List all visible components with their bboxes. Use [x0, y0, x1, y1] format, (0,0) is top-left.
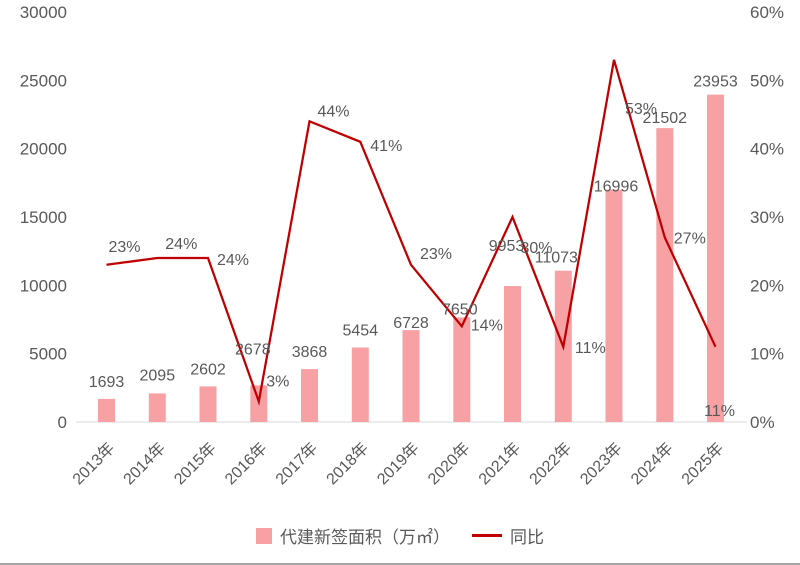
- line-value-labels: 23% 24% 24% 3% 44% 41% 23% 14% 30% 11% 53% 27% 11%: [108, 101, 734, 420]
- x-axis-category-label: 2017年: [272, 439, 321, 488]
- bar-value-label: 1693: [89, 374, 125, 391]
- y-axis-right: 0% 10% 20% 30% 40% 50% 60%: [750, 3, 784, 432]
- bar-value-label: 23953: [693, 74, 738, 91]
- y-right-tick-label: 60%: [750, 3, 784, 22]
- y-right-tick-label: 10%: [750, 345, 784, 364]
- x-axis-category-label: 2014年: [120, 439, 169, 488]
- line-value-label: 44%: [317, 103, 349, 120]
- line-series: [106, 59, 717, 406]
- bar: [98, 398, 115, 422]
- bar-value-label: 3868: [292, 344, 328, 361]
- y-right-tick-label: 0%: [750, 413, 775, 432]
- x-axis-category-label: 2021年: [475, 439, 524, 488]
- bar-value-labels: 1693 2095 2602 2678 3868 5454 6728 7650 9953 1107…: [89, 74, 738, 391]
- x-axis-category-label: 2013年: [69, 439, 118, 488]
- y-left-tick-label: 0: [58, 413, 67, 432]
- bar: [199, 386, 217, 422]
- y-right-tick-label: 30%: [750, 208, 784, 227]
- line-value-label: 3%: [266, 374, 289, 391]
- y-left-tick-label: 10000: [20, 276, 67, 295]
- x-axis-category-label: 2018年: [323, 439, 372, 488]
- bar-value-label: 5454: [343, 323, 379, 340]
- line-value-label: 23%: [108, 239, 140, 256]
- bar-value-label: 9953: [489, 238, 525, 255]
- bar-value-label: 21502: [643, 110, 688, 127]
- x-axis-category-label: 2020年: [424, 439, 473, 488]
- y-axis-left: 0 5000 10000 15000 20000 25000 30000: [20, 3, 67, 432]
- line-path: [106, 59, 717, 406]
- bar-value-label: 2678: [235, 341, 271, 358]
- x-axis-labels: 2013年 2014年 2015年 2016年 2017年 2018年 2019年 2020年…: [69, 439, 727, 488]
- line-value-label: 27%: [674, 231, 706, 248]
- bar-value-label: 16996: [594, 179, 639, 196]
- y-left-tick-label: 5000: [29, 345, 67, 364]
- y-left-tick-label: 30000: [20, 3, 67, 22]
- bar: [656, 128, 674, 422]
- line-value-label: 14%: [471, 317, 503, 334]
- bar: [707, 94, 724, 422]
- legend-bar-series-label: 代建新签面积（万㎡）: [280, 528, 450, 547]
- bar: [301, 369, 318, 422]
- line-value-label: 11%: [704, 403, 735, 420]
- line-value-label: 53%: [625, 101, 657, 118]
- y-right-tick-label: 40%: [750, 140, 784, 159]
- x-axis-category-label: 2023年: [577, 439, 626, 488]
- bar-value-label: 2602: [190, 361, 226, 378]
- x-axis-category-label: 2015年: [171, 439, 220, 488]
- line-value-label: 11%: [575, 340, 606, 357]
- y-left-tick-label: 25000: [20, 71, 67, 90]
- bar-series-swatch-icon: [256, 527, 272, 544]
- line-value-label: 41%: [370, 138, 402, 155]
- combo-chart: 1693 2095 2602 2678 3868 5454 6728 7650 9953 1107…: [20, 3, 784, 488]
- x-axis-category-label: 2022年: [526, 439, 575, 488]
- legend-item-line-series: 同比: [472, 523, 544, 548]
- bar: [605, 189, 623, 422]
- line-series-swatch-icon: [472, 534, 502, 537]
- line-value-label: 24%: [165, 236, 197, 253]
- bar-value-label: 11073: [535, 250, 578, 267]
- bar: [351, 347, 369, 422]
- chart-legend: 代建新签面积（万㎡） 同比: [0, 523, 800, 548]
- bar: [504, 286, 521, 422]
- bar: [402, 330, 420, 422]
- line-value-label: 23%: [420, 246, 452, 263]
- bar-value-label: 6728: [393, 315, 429, 332]
- bar: [148, 393, 166, 422]
- bar-value-label: 2095: [140, 367, 176, 384]
- y-right-tick-label: 20%: [750, 276, 784, 295]
- bar: [453, 317, 471, 422]
- legend-line-series-label: 同比: [510, 528, 544, 547]
- legend-item-bar-series: 代建新签面积（万㎡）: [256, 523, 450, 548]
- y-right-tick-label: 50%: [750, 71, 784, 90]
- y-left-tick-label: 15000: [20, 208, 67, 227]
- line-value-label: 30%: [520, 240, 552, 257]
- line-value-label: 24%: [217, 252, 249, 269]
- bars-group: [98, 94, 724, 422]
- x-axis-category-label: 2016年: [221, 439, 270, 488]
- x-axis-category-label: 2025年: [678, 439, 727, 488]
- bar-value-label: 7650: [442, 301, 478, 318]
- x-axis-category-label: 2024年: [627, 439, 676, 488]
- x-axis-category-label: 2019年: [374, 439, 423, 488]
- y-left-tick-label: 20000: [20, 140, 67, 159]
